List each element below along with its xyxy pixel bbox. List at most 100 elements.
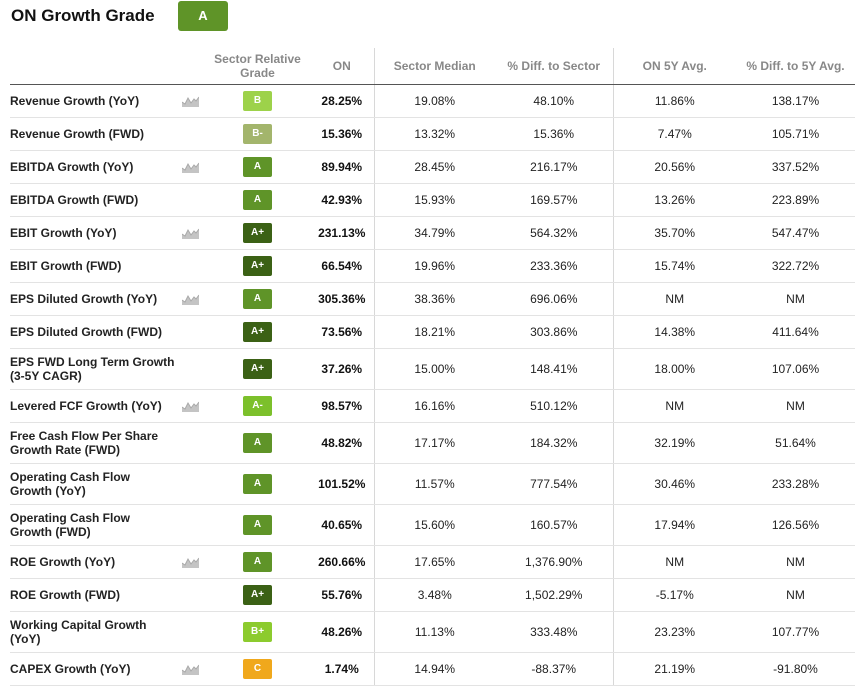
chart-icon[interactable]	[181, 294, 199, 306]
on-value: 48.82%	[310, 422, 374, 464]
chart-icon-cell	[175, 150, 205, 184]
metric-name: EBITDA Growth (FWD)	[10, 183, 175, 217]
table-row: EPS Diluted Growth (YoY) A 305.36% 38.36% 69…	[10, 282, 855, 316]
grade-cell: A	[205, 282, 310, 316]
on-value: 48.26%	[310, 611, 374, 653]
chart-icon[interactable]	[181, 664, 199, 676]
grade-badge: C	[243, 659, 272, 679]
pct-diff-sector-value: 1,376.90%	[495, 545, 613, 579]
grade-cell: B+	[205, 611, 310, 653]
grade-badge: A+	[243, 585, 272, 605]
pct-diff-sector-value: 233.36%	[495, 249, 613, 283]
grade-badge: B	[243, 91, 272, 111]
pct-diff-sector-value: 169.57%	[495, 183, 613, 217]
on-value: 28.25%	[310, 84, 374, 118]
pct-diff-sector-value: 160.57%	[495, 504, 613, 546]
pct-diff-5y-value: NM	[736, 545, 855, 579]
on-5y-avg-value: 20.56%	[612, 150, 736, 184]
col-header-on-5y-avg: ON 5Y Avg.	[612, 48, 736, 85]
grade-cell: A	[205, 150, 310, 184]
chart-icon-cell	[175, 216, 205, 250]
table-row: Operating Cash Flow Growth (FWD) A 40.65% 1…	[10, 504, 855, 546]
grade-cell: A	[205, 504, 310, 546]
metric-name: EPS Diluted Growth (YoY)	[10, 282, 175, 316]
on-value: 42.93%	[310, 183, 374, 217]
on-5y-avg-value: 15.74%	[612, 249, 736, 283]
grade-cell: A	[205, 545, 310, 579]
pct-diff-5y-value: 107.77%	[736, 611, 855, 653]
sector-median-value: 15.93%	[373, 183, 495, 217]
table-row: Free Cash Flow Per Share Growth Rate (FW…	[10, 422, 855, 464]
pct-diff-5y-value: 105.71%	[736, 117, 855, 151]
metric-name: Free Cash Flow Per Share Growth Rate (FW…	[10, 422, 175, 464]
pct-diff-5y-value: 411.64%	[736, 315, 855, 349]
chart-icon[interactable]	[181, 96, 199, 108]
on-5y-avg-value: 13.26%	[612, 183, 736, 217]
grade-cell: A+	[205, 348, 310, 390]
chart-icon-cell	[175, 249, 205, 283]
grade-cell: A-	[205, 389, 310, 423]
chart-icon-cell	[175, 504, 205, 546]
grade-badge: A+	[243, 322, 272, 342]
page-header: ON Growth Grade A	[0, 0, 859, 40]
on-value: 89.94%	[310, 150, 374, 184]
col-header-icon	[175, 48, 205, 85]
pct-diff-5y-value: 233.28%	[736, 463, 855, 505]
pct-diff-sector-value: 696.06%	[495, 282, 613, 316]
on-value: 305.36%	[310, 282, 374, 316]
metric-name: EBITDA Growth (YoY)	[10, 150, 175, 184]
on-value: 73.56%	[310, 315, 374, 349]
grade-badge: A	[243, 552, 272, 572]
sector-median-value: 34.79%	[373, 216, 495, 250]
grade-badge: A+	[243, 359, 272, 379]
metric-name: EPS FWD Long Term Growth (3-5Y CAGR)	[10, 348, 175, 390]
pct-diff-5y-value: -91.80%	[736, 652, 855, 686]
table-row: Working Capital Growth (YoY) B+ 48.26% 11.1…	[10, 611, 855, 653]
pct-diff-sector-value: 333.48%	[495, 611, 613, 653]
on-5y-avg-value: 14.38%	[612, 315, 736, 349]
on-5y-avg-value: 32.19%	[612, 422, 736, 464]
on-5y-avg-value: NM	[612, 282, 736, 316]
grade-badge: A	[243, 515, 272, 535]
col-header-pct-diff-5y: % Diff. to 5Y Avg.	[736, 48, 855, 85]
sector-median-value: 15.60%	[373, 504, 495, 546]
chart-icon[interactable]	[181, 401, 199, 413]
chart-icon-cell	[175, 463, 205, 505]
grade-badge: A+	[243, 223, 272, 243]
grade-cell: A	[205, 463, 310, 505]
on-5y-avg-value: 7.47%	[612, 117, 736, 151]
grade-cell: A+	[205, 315, 310, 349]
metric-name: Revenue Growth (YoY)	[10, 84, 175, 118]
sector-median-value: 17.65%	[373, 545, 495, 579]
metric-name: Revenue Growth (FWD)	[10, 117, 175, 151]
col-header-on: ON	[310, 48, 374, 85]
pct-diff-5y-value: NM	[736, 578, 855, 612]
chart-icon[interactable]	[181, 557, 199, 569]
table-row: Revenue Growth (YoY) B 28.25% 19.08% 48.10% 1…	[10, 84, 855, 118]
grade-cell: A+	[205, 249, 310, 283]
grade-badge: A	[243, 190, 272, 210]
chart-icon-cell	[175, 84, 205, 118]
on-5y-avg-value: 11.86%	[612, 84, 736, 118]
sector-median-value: 11.57%	[373, 463, 495, 505]
chart-icon[interactable]	[181, 162, 199, 174]
pct-diff-sector-value: 510.12%	[495, 389, 613, 423]
pct-diff-5y-value: 51.64%	[736, 422, 855, 464]
table-row: EBITDA Growth (YoY) A 89.94% 28.45% 216.17% 2…	[10, 150, 855, 184]
pct-diff-5y-value: 223.89%	[736, 183, 855, 217]
pct-diff-sector-value: 777.54%	[495, 463, 613, 505]
chart-icon-cell	[175, 611, 205, 653]
chart-icon[interactable]	[181, 228, 199, 240]
sector-median-value: 16.16%	[373, 389, 495, 423]
grade-badge: B-	[243, 124, 272, 144]
sector-median-value: 11.13%	[373, 611, 495, 653]
metric-name: EBIT Growth (FWD)	[10, 249, 175, 283]
chart-icon-cell	[175, 652, 205, 686]
metric-name: EPS Diluted Growth (FWD)	[10, 315, 175, 349]
pct-diff-5y-value: 547.47%	[736, 216, 855, 250]
chart-icon-cell	[175, 422, 205, 464]
sector-median-value: 3.48%	[373, 578, 495, 612]
pct-diff-sector-value: 15.36%	[495, 117, 613, 151]
table-row: EBIT Growth (FWD) A+ 66.54% 19.96% 233.36% 15…	[10, 249, 855, 283]
pct-diff-sector-value: 148.41%	[495, 348, 613, 390]
